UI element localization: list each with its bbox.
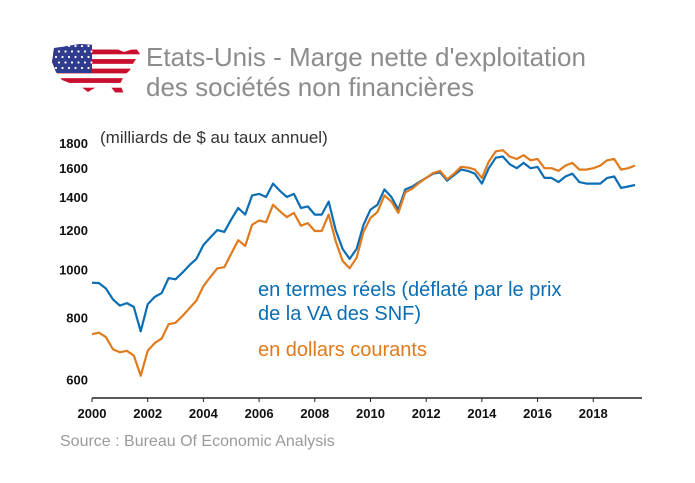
us-flag-map-icon	[52, 44, 140, 96]
series-line-nominal	[91, 149, 636, 377]
y-tick-label: 1400	[59, 190, 88, 205]
legend-nominal: en dollars courants	[258, 339, 427, 361]
x-tick-label: 2012	[412, 406, 441, 421]
y-tick-label: 1600	[59, 161, 88, 176]
y-tick-label: 600	[66, 372, 88, 387]
x-tick-label: 2000	[78, 406, 107, 421]
series-lines	[91, 149, 636, 377]
x-tick-label: 2010	[356, 406, 385, 421]
x-tick-label: 2006	[245, 406, 274, 421]
legend-real-line-1: en termes réels (déflaté par le prix	[258, 279, 562, 301]
y-tick-label: 1000	[59, 262, 88, 277]
x-axis-ticks: 2000 2002 2004 2006 2008 2010 2012 2014 2016 2018	[78, 398, 608, 421]
x-tick-label: 2014	[467, 406, 497, 421]
source-note: Source : Bureau Of Economic Analysis	[60, 433, 335, 450]
title-line-1: Etats-Unis - Marge nette d'exploitation	[146, 42, 586, 72]
legend-real-line-2: de la VA des SNF)	[258, 303, 422, 325]
y-tick-label: 800	[66, 310, 88, 325]
x-tick-label: 2018	[579, 406, 608, 421]
x-tick-label: 2004	[189, 406, 219, 421]
unit-label: (milliards de $ au taux annuel)	[100, 128, 328, 147]
x-tick-label: 2016	[523, 406, 552, 421]
y-tick-label: 1800	[59, 136, 88, 151]
x-tick-label: 2002	[133, 406, 162, 421]
x-tick-label: 2008	[300, 406, 329, 421]
y-axis-ticks: 600 800 1000 1200 1400 1600 1800	[59, 136, 88, 387]
title-line-2: des sociétés non financières	[146, 72, 475, 102]
chart-title: Etats-Unis - Marge nette d'exploitation …	[146, 42, 686, 102]
series-line-real	[91, 155, 636, 333]
y-tick-label: 1200	[59, 223, 88, 238]
legend-real: en termes réels (déflaté par le prix de …	[258, 278, 561, 326]
